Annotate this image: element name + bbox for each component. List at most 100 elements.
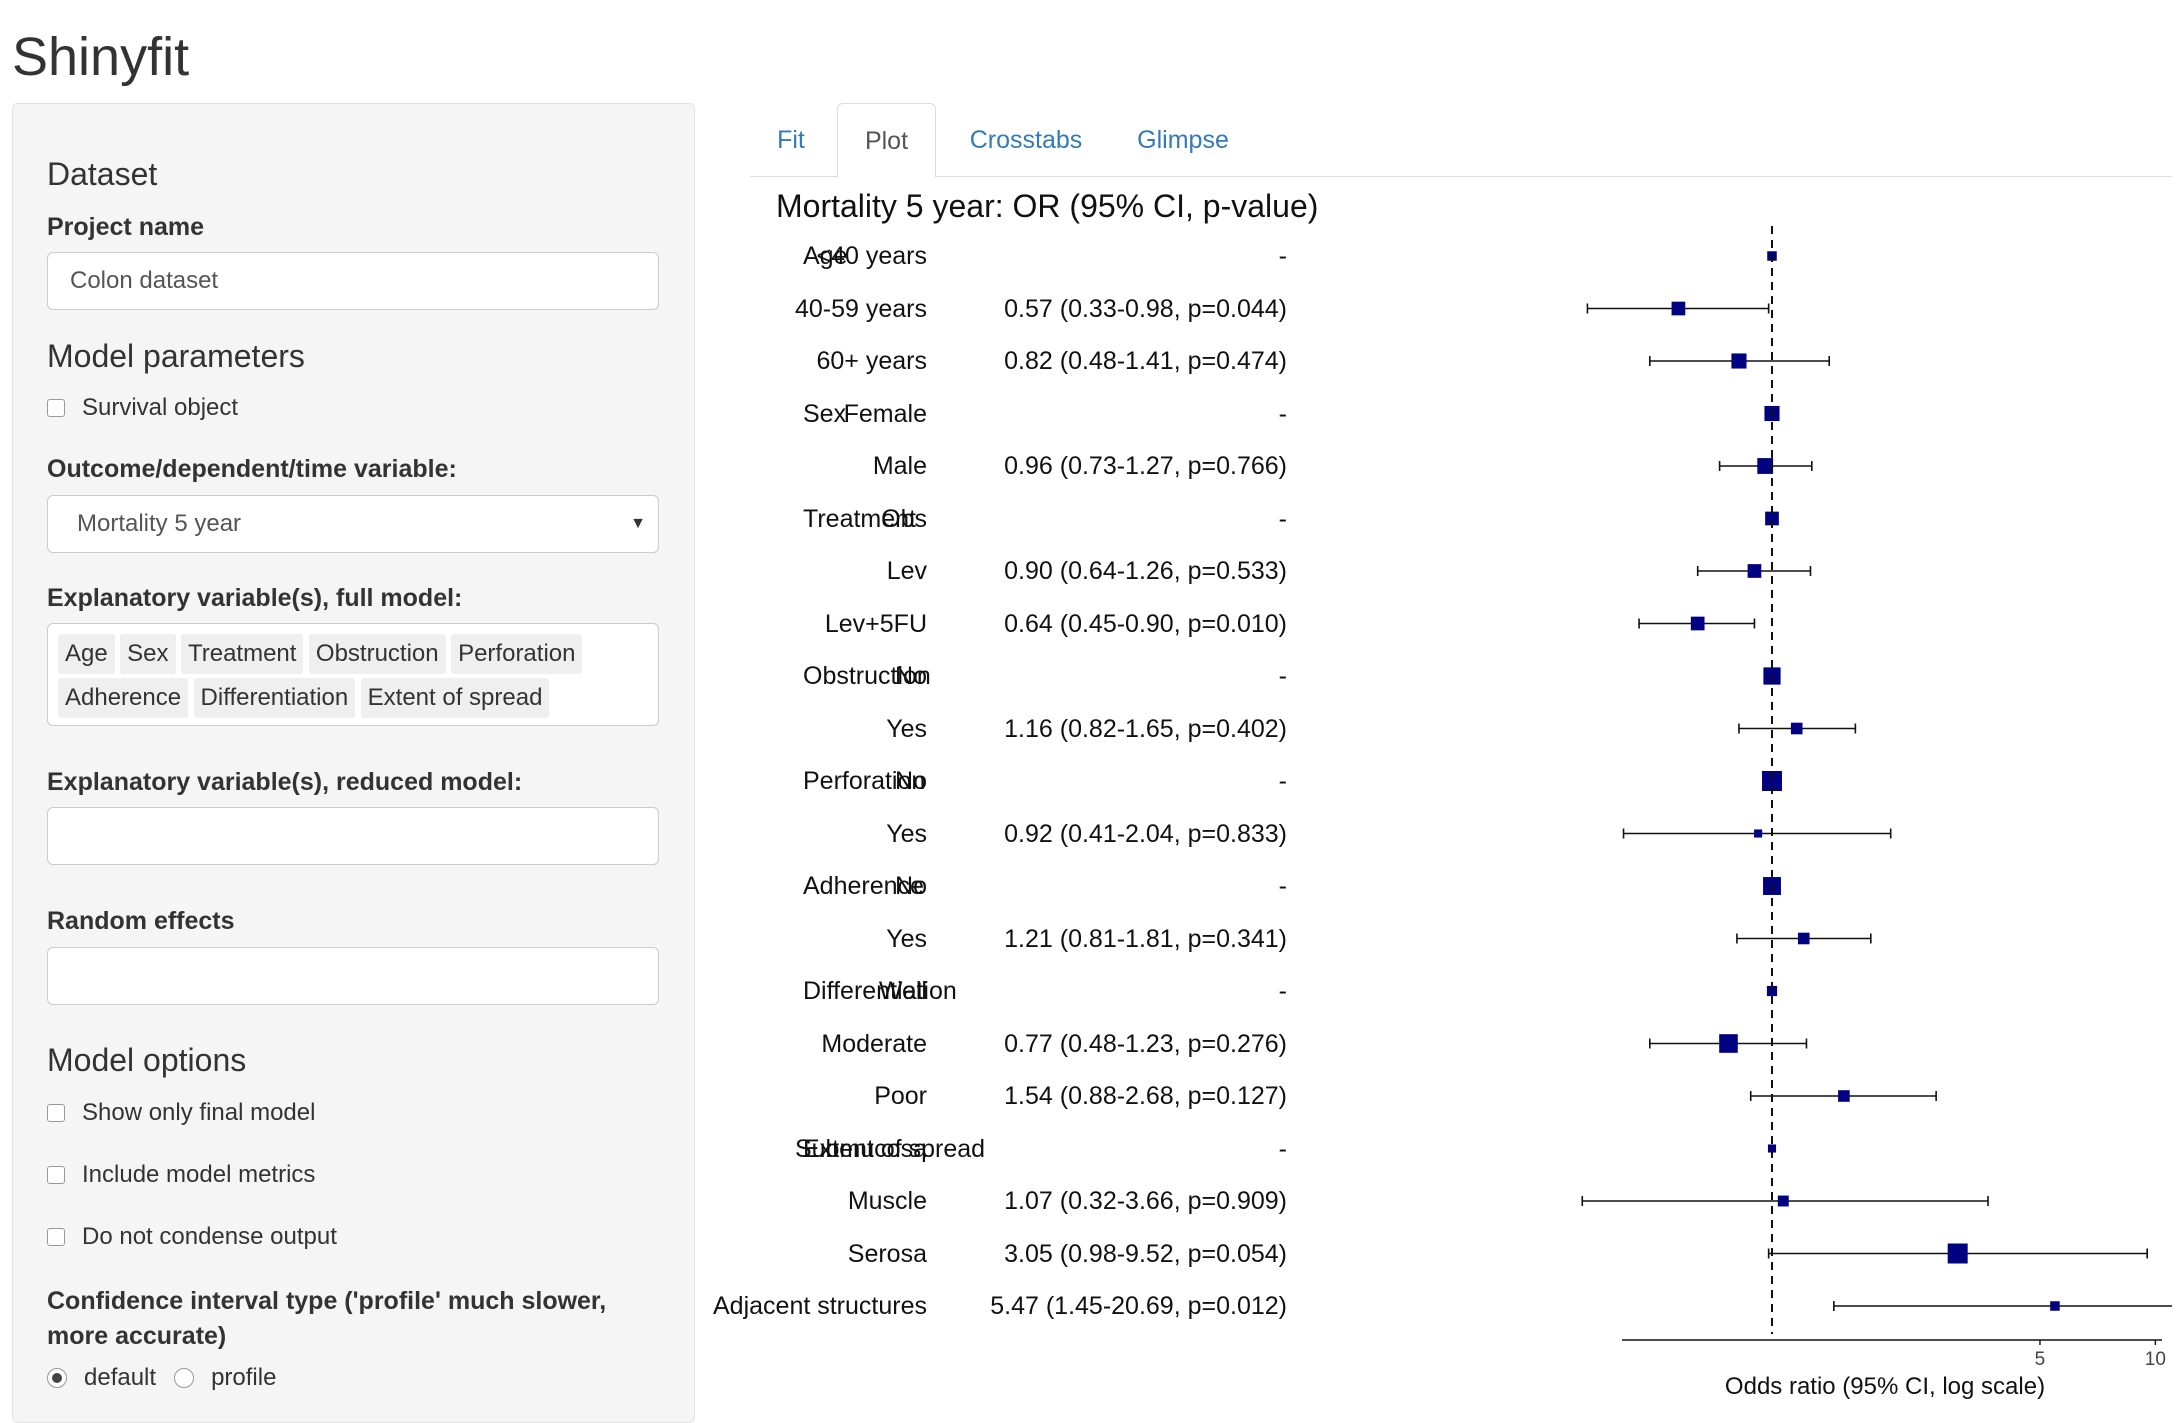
row-estimate: -	[1278, 767, 1287, 795]
explanatory-full-select[interactable]: Age Sex Treatment Obstruction Perforatio…	[47, 623, 659, 726]
chip-differentiation[interactable]: Differentiation	[193, 678, 356, 718]
or-point	[1747, 564, 1762, 578]
row-estimate: -	[1278, 1134, 1287, 1163]
row-estimate: 0.92 (0.41-2.04, p=0.833)	[1004, 819, 1287, 848]
x-axis-label: Odds ratio (95% CI, log scale)	[1725, 1373, 2045, 1400]
chip-obstruction[interactable]: Obstruction	[308, 634, 446, 674]
do-not-condense-row[interactable]: Do not condense output	[33, 1223, 337, 1251]
row-level: No	[895, 872, 927, 900]
row-estimate: 1.07 (0.32-3.66, p=0.909)	[1004, 1187, 1287, 1215]
ci-profile-label: profile	[211, 1364, 277, 1391]
or-point	[1947, 1243, 1968, 1264]
or-point	[1777, 1195, 1789, 1207]
show-final-model-label: Show only final model	[82, 1099, 316, 1126]
dataset-heading: Dataset	[47, 156, 158, 192]
or-point	[1790, 722, 1803, 735]
row-level: Moderate	[821, 1029, 927, 1058]
row-estimate: 0.64 (0.45-0.90, p=0.010)	[1004, 609, 1287, 638]
row-level: Lev+5FU	[824, 609, 927, 638]
do-not-condense-label: Do not condense output	[82, 1223, 337, 1250]
or-point	[1719, 1034, 1738, 1053]
row-estimate: -	[1278, 504, 1287, 533]
ci-profile-radio[interactable]	[174, 1368, 195, 1388]
row-estimate: -	[1278, 872, 1287, 900]
forest-plot: Mortality 5 year: OR (95% CI, p-value) A…	[713, 178, 2172, 1402]
do-not-condense-checkbox[interactable]	[47, 1228, 65, 1246]
row-level: Well	[878, 977, 927, 1005]
explanatory-full-label: Explanatory variable(s), full model:	[47, 584, 463, 612]
model-options-heading: Model options	[47, 1042, 247, 1078]
tab-crosstabs[interactable]: Crosstabs	[969, 126, 1083, 154]
or-point	[1797, 932, 1810, 945]
sidebar-panel: Dataset Project name Colon dataset Model…	[12, 103, 695, 1423]
row-variable: Differentiation	[803, 977, 957, 1005]
or-point	[1731, 353, 1747, 369]
tab-fit[interactable]: Fit	[777, 126, 805, 154]
chip-extent-of-spread[interactable]: Extent of spread	[360, 678, 550, 718]
row-estimate: 0.82 (0.48-1.41, p=0.474)	[1004, 347, 1287, 375]
survival-object-label: Survival object	[82, 394, 239, 421]
chip-age[interactable]: Age	[58, 634, 115, 674]
row-level: No	[895, 767, 927, 795]
chip-perforation[interactable]: Perforation	[451, 634, 583, 674]
row-estimate: -	[1278, 662, 1287, 690]
row-level: Lev	[886, 557, 927, 585]
outcome-select[interactable]: Mortality 5 year ▼	[47, 495, 659, 553]
or-point	[1754, 829, 1763, 838]
explanatory-reduced-input[interactable]	[47, 807, 659, 865]
row-level: 60+ years	[816, 347, 928, 375]
row-level: Obs	[881, 504, 927, 533]
row-level: <40 years	[816, 242, 928, 270]
tab-glimpse[interactable]: Glimpse	[1137, 126, 1229, 154]
chip-adherence[interactable]: Adherence	[58, 678, 189, 718]
ci-type-radio-group: default profile	[33, 1364, 276, 1392]
row-estimate: -	[1278, 242, 1287, 270]
survival-object-checkbox[interactable]	[47, 399, 65, 417]
random-effects-label: Random effects	[47, 907, 235, 935]
or-point	[1766, 985, 1778, 997]
row-level: Female	[843, 399, 927, 428]
row-estimate: 0.57 (0.33-0.98, p=0.044)	[1004, 294, 1287, 323]
or-point	[1757, 458, 1774, 474]
include-metrics-label: Include model metrics	[82, 1161, 316, 1188]
row-level: Adjacent structures	[713, 1292, 927, 1320]
project-name-label: Project name	[47, 213, 205, 241]
or-point	[1765, 511, 1779, 526]
row-variable: Adherence	[803, 872, 924, 900]
ci-type-label: Confidence interval type ('profile' much…	[47, 1287, 607, 1350]
x-tick-label: 10	[2145, 1349, 2166, 1370]
chip-sex[interactable]: Sex	[120, 634, 176, 674]
row-estimate: 0.77 (0.48-1.23, p=0.276)	[1004, 1029, 1287, 1058]
chevron-down-icon: ▼	[630, 515, 646, 532]
x-tick-label: 5	[2035, 1349, 2046, 1370]
or-point	[2050, 1301, 2060, 1311]
project-name-input[interactable]: Colon dataset	[47, 252, 659, 310]
row-estimate: 1.16 (0.82-1.65, p=0.402)	[1004, 714, 1287, 743]
row-level: Yes	[886, 819, 927, 848]
or-point	[1838, 1090, 1850, 1102]
row-estimate: 1.21 (0.81-1.81, p=0.341)	[1004, 924, 1287, 953]
or-point	[1671, 301, 1686, 316]
row-variable: Age	[803, 242, 848, 270]
outcome-label: Outcome/dependent/time variable:	[47, 455, 457, 483]
row-level: 40-59 years	[794, 294, 927, 323]
explanatory-reduced-label: Explanatory variable(s), reduced model:	[47, 768, 523, 796]
include-metrics-checkbox[interactable]	[47, 1166, 65, 1184]
tab-plot[interactable]: Plot	[837, 103, 936, 178]
outcome-select-value: Mortality 5 year	[77, 510, 242, 537]
row-level: Yes	[886, 924, 927, 953]
plot-title: Mortality 5 year: OR (95% CI, p-value)	[776, 188, 1319, 224]
row-variable: Extent of spread	[803, 1134, 986, 1163]
show-final-model-row[interactable]: Show only final model	[33, 1099, 315, 1127]
include-metrics-row[interactable]: Include model metrics	[33, 1161, 315, 1189]
tab-bar: Fit Plot Crosstabs Glimpse	[750, 103, 2172, 178]
row-estimate: -	[1278, 977, 1287, 1005]
show-final-model-checkbox[interactable]	[47, 1104, 65, 1122]
row-variable: Obstruction	[803, 662, 931, 690]
ci-default-radio[interactable]	[47, 1368, 67, 1388]
chip-treatment[interactable]: Treatment	[180, 634, 304, 674]
row-level: Serosa	[847, 1239, 927, 1268]
random-effects-input[interactable]	[47, 947, 659, 1005]
survival-object-checkbox-row[interactable]: Survival object	[33, 394, 238, 422]
row-variable: Treatment	[803, 504, 917, 533]
